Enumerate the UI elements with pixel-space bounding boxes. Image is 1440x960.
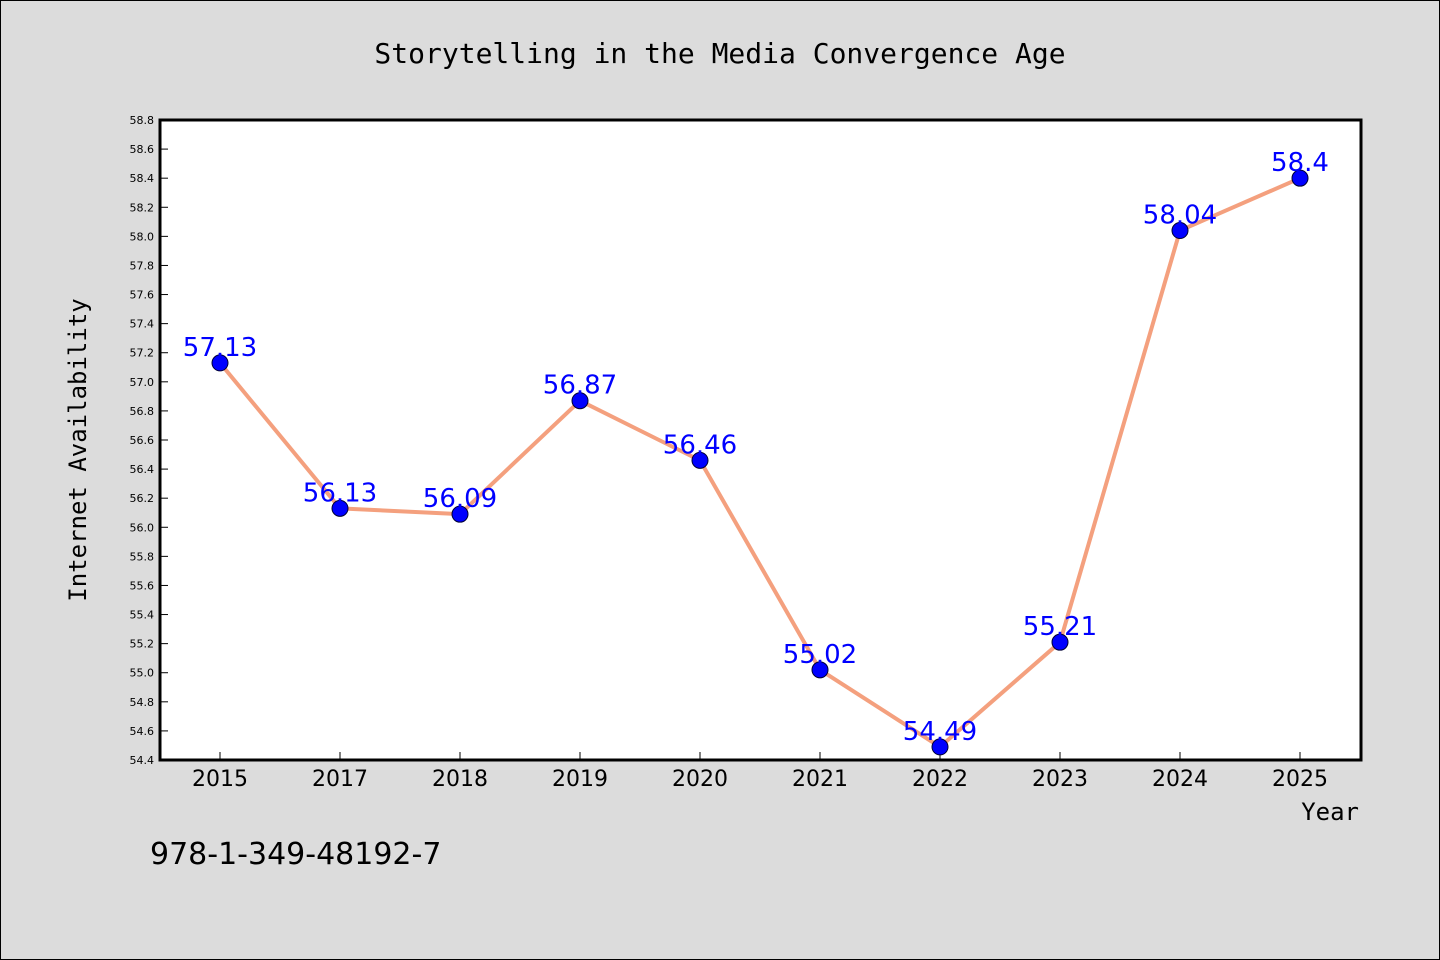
data-markers bbox=[211, 169, 1309, 756]
data-label: 58.4 bbox=[1271, 148, 1329, 178]
y-tick-label: 57.0 bbox=[130, 376, 155, 389]
x-tick-label: 2025 bbox=[1272, 767, 1328, 792]
data-label: 56.13 bbox=[303, 478, 377, 508]
y-tick-label: 58.6 bbox=[130, 143, 155, 156]
data-labels: 57.13 56.13 56.09 56.87 56.46 55.02 54.49 55.21… bbox=[183, 148, 1329, 747]
y-tick-label: 58.2 bbox=[130, 201, 155, 214]
y-tick-label: 56.8 bbox=[130, 405, 155, 418]
data-point bbox=[451, 505, 469, 523]
data-label: 55.02 bbox=[783, 640, 857, 670]
data-point bbox=[1291, 169, 1309, 187]
y-tick-label: 56.0 bbox=[130, 521, 155, 534]
plot-frame bbox=[158, 118, 1363, 762]
data-label: 55.21 bbox=[1023, 612, 1097, 642]
y-tick-label: 55.4 bbox=[130, 609, 155, 622]
x-tick-label: 2019 bbox=[552, 767, 608, 792]
y-tick-label: 56.2 bbox=[130, 492, 155, 505]
y-tick-label: 57.8 bbox=[130, 259, 155, 272]
y-tick-label: 57.4 bbox=[130, 318, 155, 331]
y-tick-label: 54.8 bbox=[130, 696, 155, 709]
data-label: 56.46 bbox=[663, 430, 737, 460]
data-label: 54.49 bbox=[903, 717, 977, 747]
x-tick-label: 2017 bbox=[312, 767, 368, 792]
y-tick-label: 58.0 bbox=[130, 230, 155, 243]
x-tick-label: 2021 bbox=[792, 767, 848, 792]
x-tick-label: 2015 bbox=[192, 767, 248, 792]
data-point bbox=[691, 451, 709, 469]
data-label: 56.87 bbox=[543, 371, 617, 401]
y-tick-label: 57.2 bbox=[130, 347, 155, 360]
x-tick-label: 2022 bbox=[912, 767, 968, 792]
y-tick-label: 55.6 bbox=[130, 579, 155, 592]
y-tick-label: 55.2 bbox=[130, 638, 155, 651]
data-point bbox=[1051, 633, 1069, 651]
data-label: 57.13 bbox=[183, 333, 257, 363]
data-point bbox=[571, 392, 589, 410]
y-tick-label: 58.4 bbox=[130, 172, 155, 185]
data-point bbox=[211, 354, 229, 372]
data-point bbox=[811, 661, 829, 679]
data-label: 58.04 bbox=[1143, 201, 1217, 231]
plot-area bbox=[160, 120, 1361, 760]
x-tick-label: 2018 bbox=[432, 767, 488, 792]
x-axis-ticks: 2015 2017 2018 2019 2020 2021 2022 2023 2024 2025 bbox=[192, 752, 1328, 792]
y-tick-label: 56.6 bbox=[130, 434, 155, 447]
x-tick-label: 2023 bbox=[1032, 767, 1088, 792]
x-tick-label: 2020 bbox=[672, 767, 728, 792]
x-axis-label: Year bbox=[1301, 798, 1359, 826]
series-line bbox=[218, 176, 1302, 749]
data-label: 56.09 bbox=[423, 484, 497, 514]
data-point bbox=[1171, 222, 1189, 240]
chart-title: Storytelling in the Media Convergence Ag… bbox=[374, 37, 1065, 70]
y-tick-label: 58.8 bbox=[130, 114, 155, 127]
y-tick-label: 54.6 bbox=[130, 725, 155, 738]
y-tick-label: 57.6 bbox=[130, 289, 155, 302]
y-axis-ticks: 54.4 54.6 54.8 55.0 55.2 55.4 55.6 55.8 56.0 56.2… bbox=[130, 114, 168, 767]
y-tick-label: 56.4 bbox=[130, 463, 155, 476]
y-tick-label: 55.8 bbox=[130, 550, 155, 563]
data-point bbox=[331, 499, 349, 517]
y-axis-label: Internet Availability bbox=[64, 298, 92, 601]
y-tick-label: 55.0 bbox=[130, 667, 155, 680]
x-tick-label: 2024 bbox=[1152, 767, 1208, 792]
isbn-annotation: 978-1-349-48192-7 bbox=[150, 837, 441, 872]
y-tick-label: 54.4 bbox=[130, 754, 155, 767]
data-point bbox=[931, 738, 949, 756]
